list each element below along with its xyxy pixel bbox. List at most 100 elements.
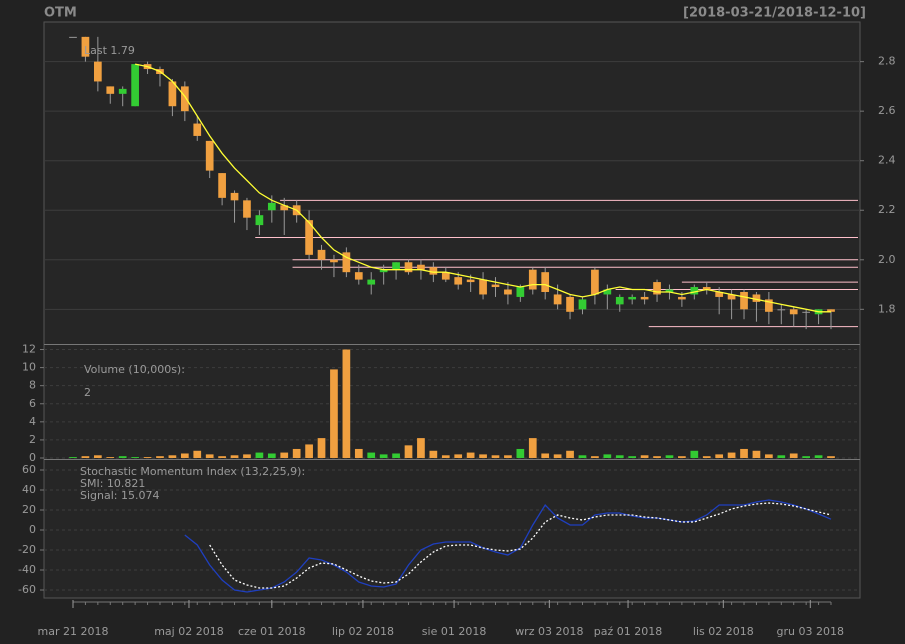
series-line <box>209 502 832 589</box>
volume-bar <box>317 438 326 458</box>
x-tick-label: lis 02 2018 <box>693 625 754 638</box>
x-tick-label: sie 01 2018 <box>422 625 487 638</box>
volume-bar <box>354 448 363 458</box>
volume-bar <box>454 454 463 458</box>
candle-body <box>715 291 724 297</box>
candle-body <box>93 61 102 82</box>
volume-bar <box>528 438 537 458</box>
volume-bar <box>727 452 736 458</box>
volume-bar <box>640 455 649 458</box>
candle-body <box>69 36 77 38</box>
candle-body <box>441 272 450 280</box>
volume-bar <box>603 454 612 458</box>
volume-bar <box>702 456 711 458</box>
volume-bar <box>230 455 239 458</box>
candle-body <box>752 294 761 302</box>
candle-body <box>404 262 413 273</box>
volume-bar <box>628 456 637 458</box>
candle-body <box>690 287 699 295</box>
candle-body <box>305 220 313 255</box>
volume-bar <box>591 456 599 458</box>
candle-body <box>106 86 115 94</box>
candle-body <box>379 269 388 273</box>
y-tick-label: 2 <box>29 433 36 446</box>
y-tick-label: 2.8 <box>878 55 896 68</box>
volume-bar <box>267 453 276 458</box>
x-tick-label: cze 01 2018 <box>238 625 306 638</box>
candle-body <box>243 200 251 218</box>
x-tick-label: wrz 03 2018 <box>515 625 583 638</box>
x-tick-label: maj 02 2018 <box>154 625 224 638</box>
volume-bar <box>330 369 338 458</box>
volume-bar <box>255 452 264 458</box>
volume-bar <box>802 456 811 458</box>
x-tick-label: mar 21 2018 <box>38 625 109 638</box>
candle-body <box>317 249 326 260</box>
volume-bar <box>827 456 835 458</box>
volume-bar <box>441 455 450 458</box>
x-tick-label: lip 02 2018 <box>332 625 394 638</box>
date-range: [2018-03-21/2018-12-10] <box>683 6 866 21</box>
last-value: 2 <box>84 386 91 399</box>
volume-bar <box>690 450 699 458</box>
candle-body <box>255 215 264 226</box>
y-tick-label: -60 <box>18 583 36 596</box>
volume-bar <box>392 453 400 458</box>
volume-bar <box>715 454 724 458</box>
candle-body <box>665 289 674 292</box>
candle-body <box>131 64 139 107</box>
plot-frame <box>43 21 861 599</box>
volume-bar <box>379 454 388 458</box>
panel-title: Volume (10,000s): <box>84 363 185 376</box>
volume-bar <box>752 450 761 458</box>
volume-bar <box>615 455 624 458</box>
series-line <box>184 499 832 593</box>
volume-bar <box>106 457 115 458</box>
volume-bar <box>653 456 661 458</box>
candle-body <box>392 262 400 270</box>
y-tick-label: 2.6 <box>878 104 896 117</box>
candle-body <box>578 299 587 310</box>
candle-body <box>528 269 537 290</box>
candle-body <box>591 269 599 295</box>
y-tick-label: 2.2 <box>878 203 896 216</box>
volume-bar <box>404 445 413 458</box>
candle-body <box>417 264 425 270</box>
candle-body <box>541 272 550 292</box>
volume-bar <box>765 454 773 458</box>
volume-bar <box>342 349 351 458</box>
volume-bar <box>81 456 90 458</box>
volume-bar <box>578 455 587 458</box>
candle-body <box>789 309 798 315</box>
volume-bar <box>69 457 77 458</box>
y-tick-label: 0 <box>29 451 36 464</box>
candle-body <box>168 81 177 107</box>
volume-bar <box>168 455 177 458</box>
candle-body <box>516 287 525 297</box>
volume-bar <box>789 453 798 458</box>
candle-body <box>802 311 811 313</box>
candle-body <box>267 202 276 211</box>
volume-bar <box>243 454 251 458</box>
volume-bar <box>814 455 823 458</box>
y-tick-label: 10 <box>22 361 36 374</box>
volume-bar <box>417 438 425 458</box>
y-tick-label: 8 <box>29 379 36 392</box>
y-tick-label: 12 <box>22 343 36 356</box>
legend-label: SMI: 10.821 <box>80 477 145 490</box>
candle-body <box>504 289 512 295</box>
volume-bar <box>678 456 686 458</box>
volume-bar <box>553 454 562 458</box>
y-tick-label: 2.4 <box>878 154 896 167</box>
candle-body <box>765 299 773 312</box>
volume-bar <box>118 456 127 458</box>
volume-bar <box>504 455 512 458</box>
candle-body <box>827 309 835 312</box>
y-tick-label: -20 <box>18 543 36 556</box>
volume-bar <box>156 456 164 458</box>
candle-body <box>727 294 736 300</box>
volume-bar <box>566 450 574 458</box>
volume-bar <box>466 452 475 458</box>
panel-title: Stochastic Momentum Index (13,2,25,9): <box>80 465 305 478</box>
